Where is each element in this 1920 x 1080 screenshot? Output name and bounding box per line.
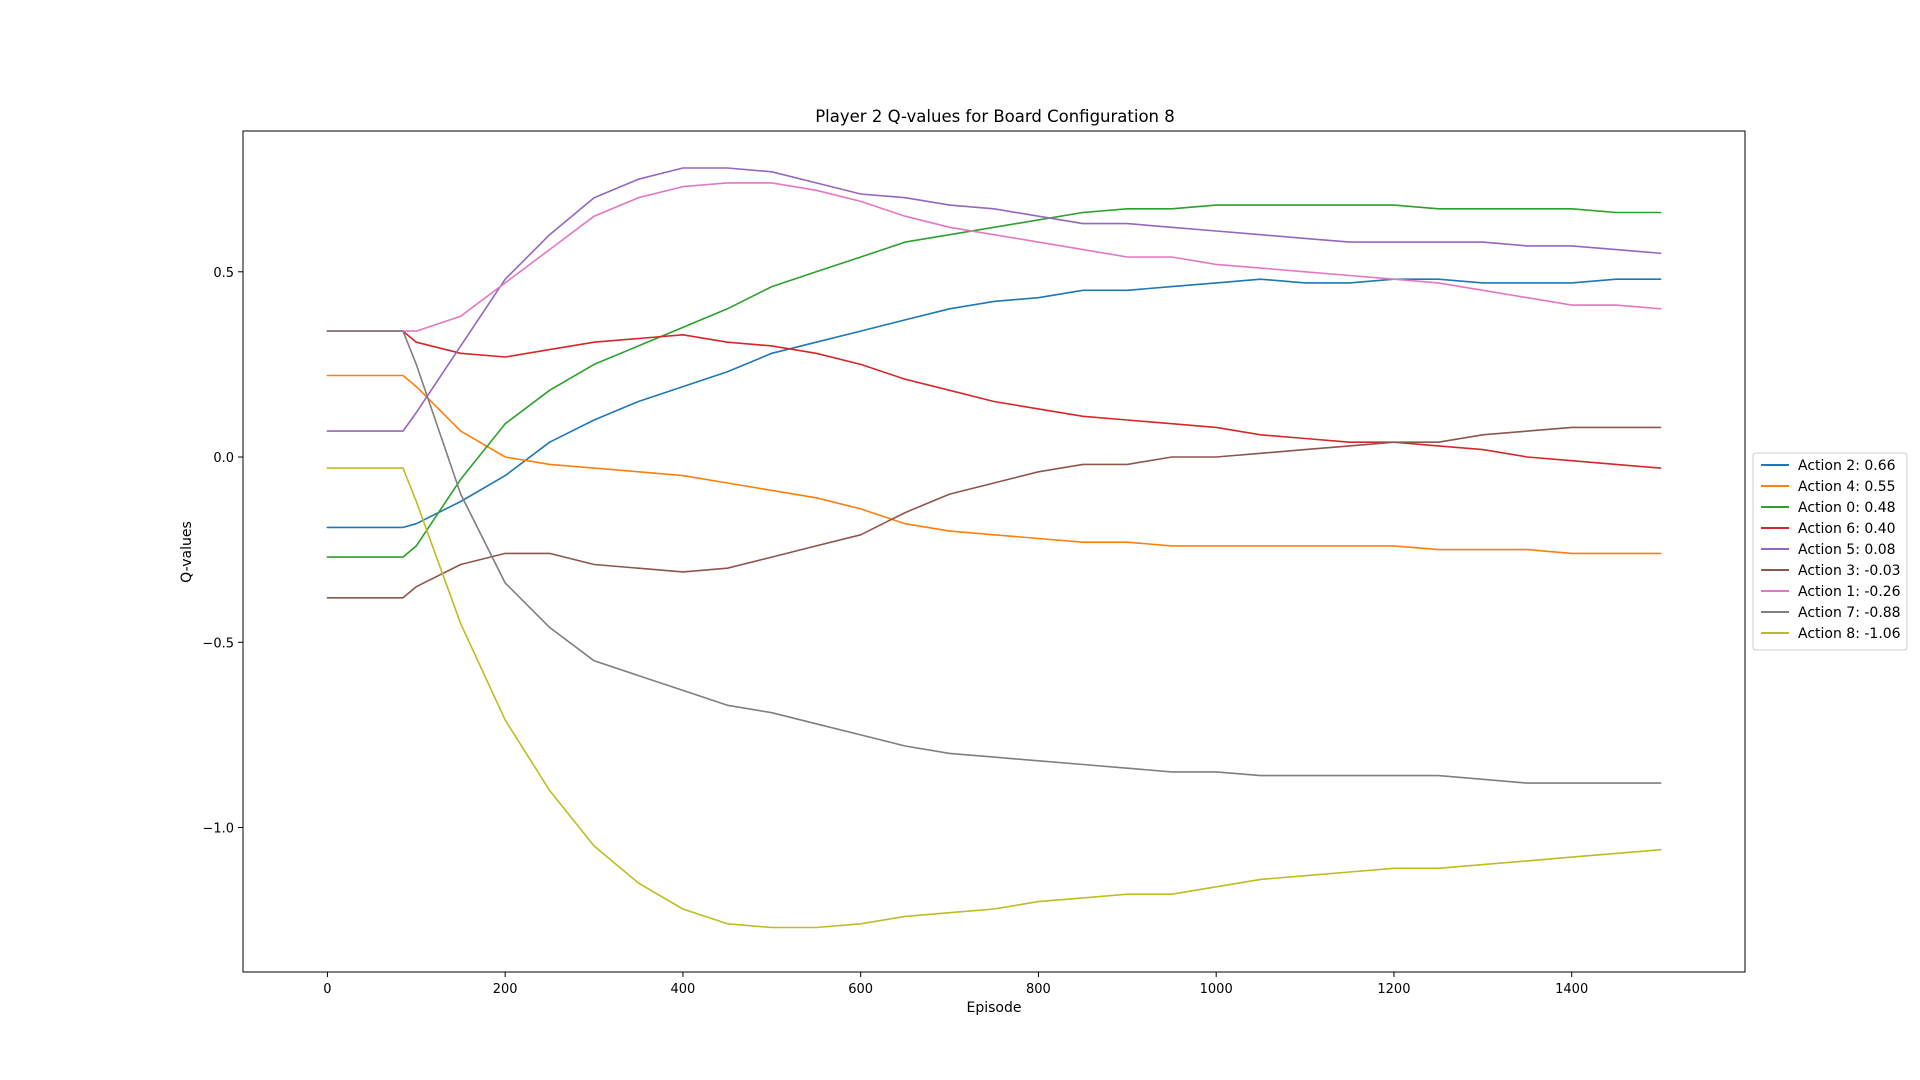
legend: Action 2: 0.66 Action 4: 0.55 Action 0: 0.… (1752, 452, 1908, 651)
y-tick-label: −0.5 (202, 636, 234, 651)
series-line-2 (326, 204, 1662, 558)
series-line-3 (326, 330, 1662, 469)
series-line-6 (326, 182, 1662, 332)
axes-frame (242, 130, 1746, 973)
x-tick-label: 800 (1026, 982, 1051, 997)
series-line-5 (326, 426, 1662, 599)
legend-label: Action 7: -0.88 (1798, 605, 1901, 621)
x-tick-label: 200 (493, 982, 518, 997)
chart-title: Player 2 Q-values for Board Configuratio… (815, 107, 1175, 126)
x-tick-label: 1200 (1377, 982, 1410, 997)
series-line-7 (326, 330, 1662, 784)
x-axis: 0 200 400 600 800 1000 1200 1400 (323, 972, 1588, 997)
series-line-1 (326, 374, 1662, 555)
plot-series-group (326, 167, 1662, 929)
series-line-4 (326, 167, 1662, 432)
y-axis: −1.0 −0.5 0.0 0.5 (202, 266, 243, 837)
legend-label: Action 2: 0.66 (1798, 458, 1896, 474)
x-tick-label: 1400 (1555, 982, 1588, 997)
x-tick-label: 1000 (1200, 982, 1233, 997)
x-tick-label: 400 (671, 982, 696, 997)
y-tick-label: 0.0 (213, 451, 234, 466)
legend-label: Action 0: 0.48 (1798, 500, 1896, 516)
legend-label: Action 6: 0.40 (1798, 521, 1896, 537)
series-line-0 (326, 278, 1662, 529)
legend-label: Action 5: 0.08 (1798, 542, 1896, 558)
legend-label: Action 8: -1.06 (1798, 626, 1901, 642)
x-axis-label: Episode (967, 1000, 1022, 1016)
x-tick-label: 0 (323, 982, 331, 997)
y-axis-label: Q-values (179, 521, 195, 583)
y-tick-label: −1.0 (202, 822, 234, 837)
legend-label: Action 4: 0.55 (1798, 479, 1896, 495)
legend-label: Action 3: -0.03 (1798, 563, 1901, 579)
series-line-8 (326, 467, 1662, 929)
y-tick-label: 0.5 (213, 266, 234, 281)
x-tick-label: 600 (848, 982, 873, 997)
legend-box (1752, 452, 1908, 651)
legend-label: Action 1: -0.26 (1798, 584, 1901, 600)
